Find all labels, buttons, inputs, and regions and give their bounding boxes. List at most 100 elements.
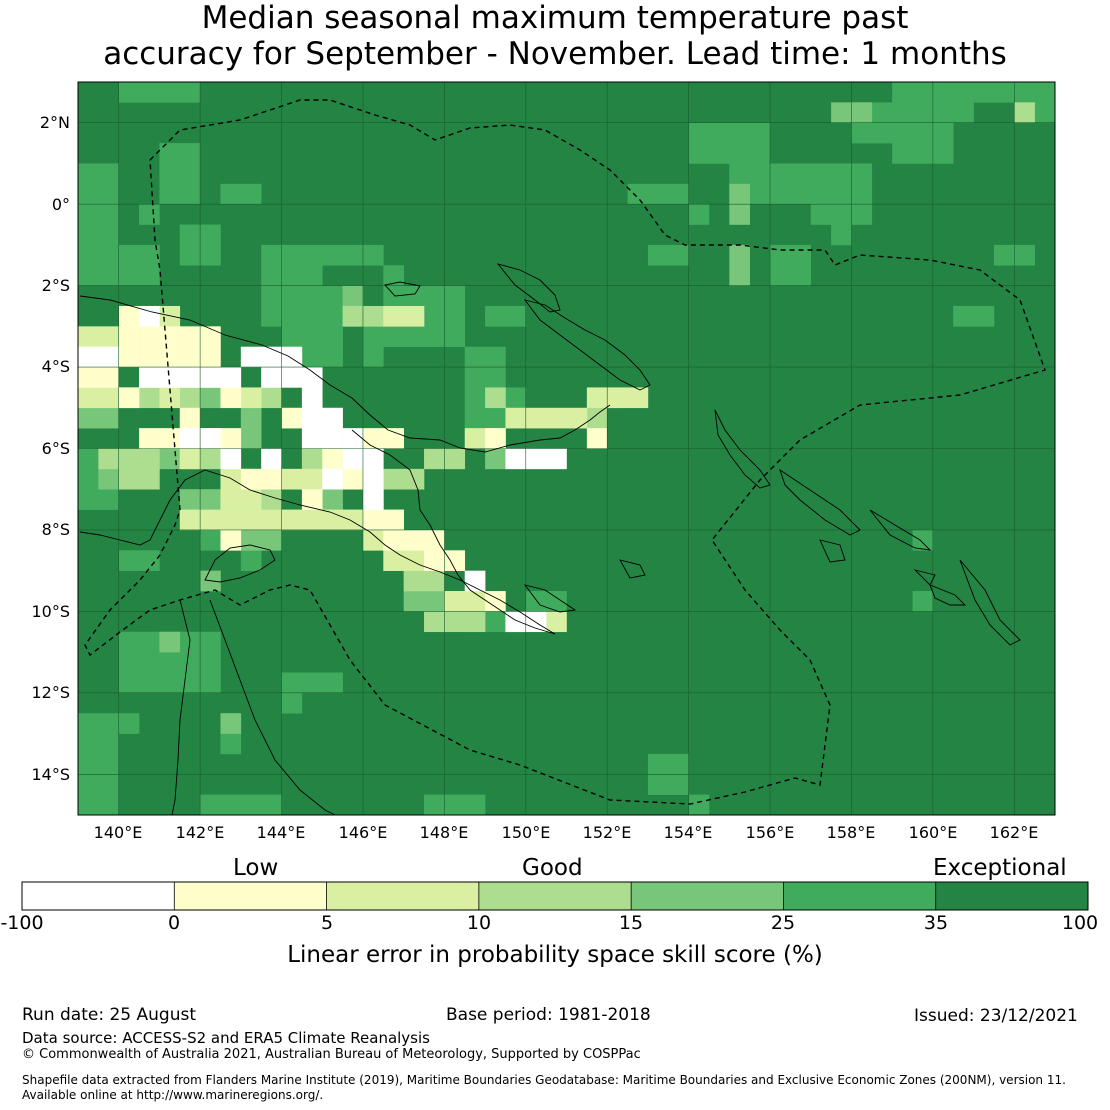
skill-cell bbox=[810, 163, 873, 225]
colorbar-bands bbox=[22, 882, 1089, 910]
skill-cell bbox=[505, 407, 588, 429]
title-line-2: accuracy for September - November. Lead … bbox=[103, 36, 1007, 72]
skill-cell bbox=[647, 244, 689, 266]
lon-label: 144°E bbox=[256, 823, 306, 842]
legend-category-good: Good bbox=[522, 855, 583, 881]
skill-cell bbox=[240, 407, 262, 449]
skill-cell bbox=[322, 509, 364, 531]
skill-cell bbox=[118, 82, 160, 103]
skill-cell bbox=[281, 407, 303, 429]
skill-cell bbox=[383, 529, 445, 551]
lon-label: 156°E bbox=[745, 823, 795, 842]
skill-cell bbox=[586, 387, 608, 409]
skill-cell bbox=[688, 122, 771, 164]
skill-cell bbox=[78, 489, 120, 510]
skill-cell bbox=[261, 509, 323, 531]
lat-label: 8°S bbox=[41, 520, 70, 539]
skill-cell bbox=[240, 387, 262, 409]
shapefile-credit-line-2: Available online at http://www.marinereg… bbox=[22, 1088, 324, 1102]
skill-cell bbox=[973, 82, 1035, 103]
skill-cell bbox=[179, 407, 201, 429]
skill-cell bbox=[912, 529, 934, 551]
skill-cell bbox=[362, 509, 404, 531]
skill-cell bbox=[118, 387, 140, 409]
skill-cell bbox=[586, 407, 608, 429]
lon-label: 140°E bbox=[93, 823, 143, 842]
skill-cell bbox=[627, 183, 689, 205]
lon-label: 150°E bbox=[501, 823, 551, 842]
copyright: © Commonwealth of Australia 2021, Austra… bbox=[22, 1047, 641, 1062]
skill-cell bbox=[78, 367, 120, 388]
shapefile-credit-line-1: Shapefile data extracted from Flanders M… bbox=[22, 1073, 1066, 1087]
lat-label: 12°S bbox=[31, 683, 70, 702]
skill-cell bbox=[78, 713, 120, 775]
skill-cell bbox=[220, 713, 242, 734]
skill-cell bbox=[322, 244, 384, 266]
skill-cell bbox=[281, 672, 343, 694]
skill-cell bbox=[607, 387, 649, 409]
coastline-new-guinea-north bbox=[79, 295, 611, 453]
coastline-fly-gulf bbox=[204, 544, 276, 583]
coastline-huon bbox=[351, 429, 556, 635]
skill-cell bbox=[301, 448, 323, 470]
issued-date: Issued: 23/12/2021 bbox=[914, 1006, 1078, 1026]
lat-label: 10°S bbox=[31, 602, 70, 621]
skill-cell bbox=[220, 529, 242, 551]
base-period: Base period: 1981-2018 bbox=[446, 1005, 651, 1025]
lon-label: 152°E bbox=[582, 823, 632, 842]
colorbar-tick: 0 bbox=[167, 912, 181, 934]
skill-cell bbox=[179, 509, 262, 531]
colorbar-band bbox=[478, 882, 632, 910]
colorbar-band bbox=[783, 882, 937, 910]
coastline-new-ireland bbox=[496, 263, 561, 313]
skill-cell bbox=[159, 143, 201, 205]
skill-cell bbox=[98, 468, 120, 490]
skill-cell bbox=[403, 591, 445, 612]
skill-cell bbox=[362, 326, 384, 368]
skill-cell bbox=[505, 387, 527, 409]
colorbar-tick: 5 bbox=[320, 912, 334, 934]
skill-cell bbox=[118, 468, 160, 490]
skill-cell bbox=[688, 794, 710, 816]
skill-cell bbox=[78, 468, 99, 490]
skill-cell bbox=[159, 305, 181, 327]
colorbar-tick: 10 bbox=[466, 912, 492, 934]
colorbar-band bbox=[326, 882, 480, 910]
skill-cell bbox=[139, 204, 160, 225]
coastline-solomons-1 bbox=[779, 468, 861, 536]
skill-cell bbox=[586, 428, 608, 449]
skill-cell bbox=[281, 468, 323, 490]
coastline-cape-york-east bbox=[209, 599, 336, 816]
coastline-layer bbox=[79, 263, 1021, 816]
skill-cell bbox=[403, 570, 445, 592]
skill-cell bbox=[200, 387, 221, 409]
colorbar-tick: 35 bbox=[923, 912, 949, 934]
skill-cell bbox=[444, 591, 486, 612]
map-layer bbox=[77, 81, 1056, 816]
lon-label: 160°E bbox=[908, 823, 958, 842]
skill-cell bbox=[322, 489, 343, 510]
skill-cell bbox=[220, 489, 262, 510]
skill-cell bbox=[505, 448, 567, 470]
skill-cell bbox=[159, 82, 201, 103]
lon-label: 142°E bbox=[175, 823, 225, 842]
lat-label: 2°N bbox=[39, 113, 70, 132]
skill-cell bbox=[281, 692, 303, 714]
skill-cell bbox=[78, 774, 120, 816]
coastline-louisiade bbox=[523, 584, 577, 613]
skill-cell bbox=[383, 468, 425, 490]
skill-cell bbox=[485, 428, 506, 449]
skill-cell bbox=[179, 448, 201, 470]
skill-cell bbox=[200, 794, 282, 816]
skill-cell bbox=[78, 387, 120, 409]
title-line-1: Median seasonal maximum temperature past bbox=[201, 0, 909, 36]
skill-cell bbox=[301, 407, 343, 449]
coastline-cape-york bbox=[171, 599, 191, 816]
skill-cell bbox=[159, 631, 181, 653]
skill-cell bbox=[729, 244, 750, 286]
skill-cell bbox=[179, 387, 201, 409]
colorbar-band bbox=[631, 882, 784, 910]
skill-cell bbox=[78, 407, 120, 429]
coastline-bougainville bbox=[714, 409, 771, 489]
